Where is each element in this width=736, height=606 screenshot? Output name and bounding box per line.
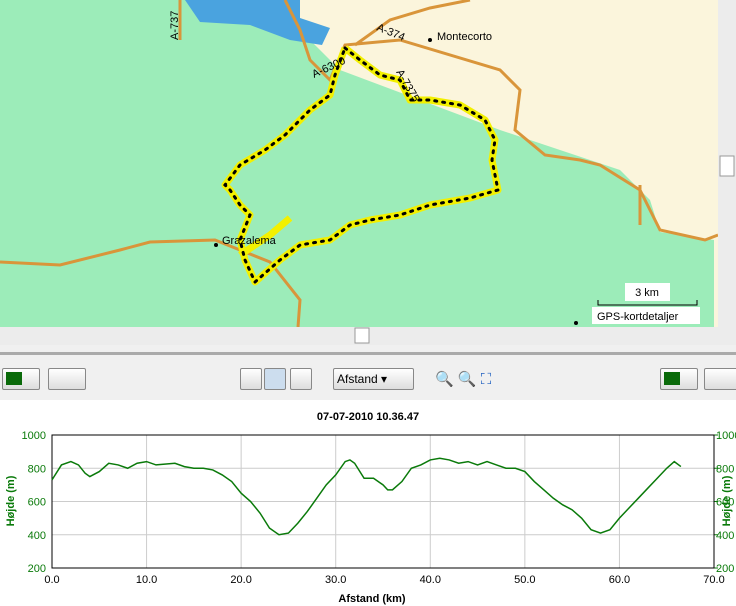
scale-bar [597, 300, 698, 306]
x-tick-label: 60.0 [609, 574, 630, 586]
y-tick-label: 600 [28, 497, 46, 509]
x-tick-label: 40.0 [420, 574, 441, 586]
v-thumb[interactable] [719, 155, 735, 177]
y2-tick-label: 200 [716, 563, 734, 575]
road-label: A-737 [169, 11, 181, 40]
elevation-chart: 07-07-2010 10.36.47 Afstand (km) Højde (… [0, 400, 736, 606]
h-thumb[interactable] [354, 327, 370, 344]
y-tick-label: 400 [28, 530, 46, 542]
y2-tick-label: 1000 [716, 430, 736, 442]
x-tick-label: 20.0 [230, 574, 251, 586]
town-dot [574, 321, 578, 325]
credit-label: GPS-kortdetaljer [597, 311, 679, 323]
color-dropdown[interactable] [660, 368, 698, 390]
water [185, 0, 330, 45]
elevation-line [51, 457, 682, 536]
color-dropdown[interactable] [2, 368, 40, 390]
y-axis-label: Højde (m) [5, 475, 17, 526]
zoom-buttons[interactable]: 🔍 🔍 ⛶ [435, 371, 492, 388]
x-tick-label: 10.0 [136, 574, 157, 586]
scale-label: 3 km [635, 287, 659, 299]
y-tick-label: 1000 [22, 430, 46, 442]
y2-tick-label: 800 [716, 463, 734, 475]
credit-box [592, 307, 700, 324]
park-area [0, 0, 714, 327]
plot-frame [51, 434, 715, 569]
y-tick-label: 800 [28, 463, 46, 475]
style-dropdown[interactable] [704, 368, 736, 390]
tool-button[interactable] [290, 368, 312, 390]
splitter[interactable] [0, 352, 736, 355]
chart-title: 07-07-2010 10.36.47 [317, 411, 419, 423]
y2-tick-label: 400 [716, 530, 734, 542]
x-axis-label: Afstand (km) [338, 593, 406, 605]
roads [0, 0, 719, 328]
x-tick-label: 30.0 [325, 574, 346, 586]
town-label: Montecorto [437, 31, 492, 43]
town-label: Grazalema [222, 235, 277, 247]
x-tick-label: 70.0 [703, 574, 724, 586]
scale-box [625, 283, 670, 301]
y2-tick-label: 600 [716, 497, 734, 509]
town-dot [214, 243, 218, 247]
style-dropdown[interactable] [48, 368, 86, 390]
gps-track [221, 45, 502, 286]
town-dot [428, 38, 432, 42]
tool-button[interactable] [264, 368, 286, 390]
tool-button[interactable] [240, 368, 262, 390]
y2-axis-label: Højde (m) [721, 475, 733, 526]
map: A-737 A-374 Montecorto A-6300 A-7375 Gra… [0, 0, 736, 345]
axis-mode: Afstand [337, 372, 378, 386]
x-tick-label: 0.0 [44, 574, 59, 586]
axis-dropdown[interactable]: Afstand ▾ [333, 368, 414, 390]
x-tick-label: 50.0 [514, 574, 535, 586]
y-tick-label: 200 [28, 563, 46, 575]
